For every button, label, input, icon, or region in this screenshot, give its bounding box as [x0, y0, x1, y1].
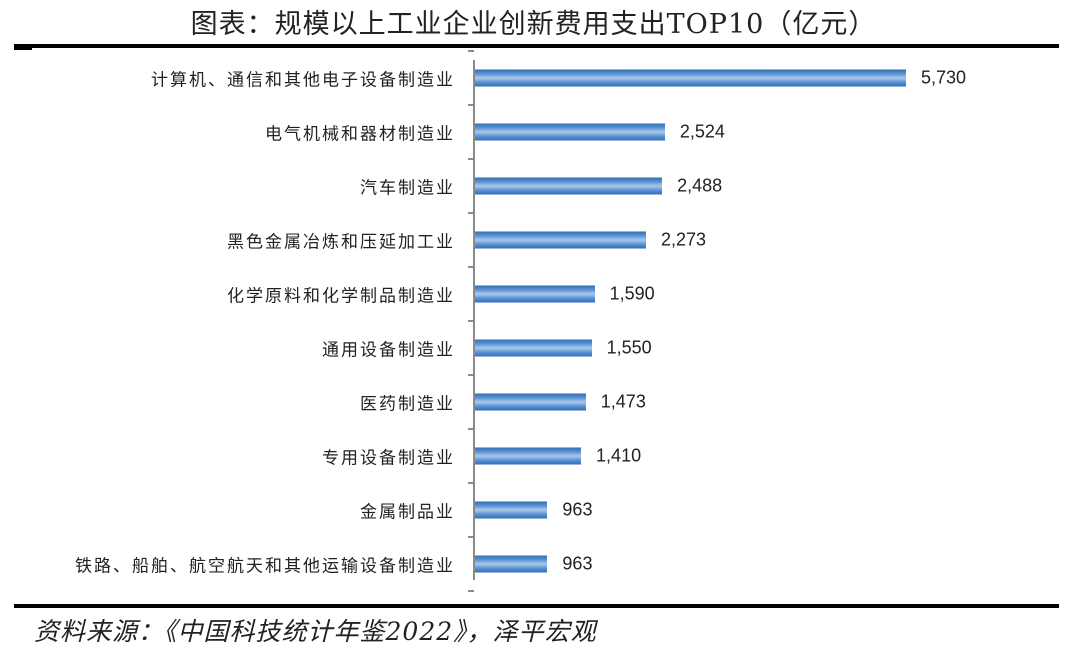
value-label: 1,550: [606, 337, 652, 358]
value-label: 2,524: [679, 121, 725, 142]
bar: [475, 177, 663, 195]
axis-tick: [468, 266, 474, 268]
category-label: 通用设备制造业: [322, 340, 455, 361]
bar: [475, 123, 665, 141]
category-label: 黑色金属冶炼和压延加工业: [227, 232, 455, 253]
bar: [475, 339, 592, 357]
value-label: 1,590: [609, 283, 655, 304]
axis-tick: [468, 158, 474, 160]
axis-tick: [468, 590, 474, 592]
top-rule: [14, 44, 1059, 48]
category-label: 汽车制造业: [360, 178, 455, 199]
bar: [475, 501, 548, 519]
bottom-rule: [14, 604, 1059, 608]
bar: [475, 231, 646, 249]
category-label: 计算机、通信和其他电子设备制造业: [151, 70, 455, 91]
value-label: 963: [562, 499, 593, 520]
axis-tick: [468, 320, 474, 322]
bar: [475, 447, 582, 465]
top-rule-accent: [14, 48, 32, 50]
bar: [475, 69, 906, 87]
category-label: 电气机械和器材制造业: [265, 124, 455, 145]
category-label: 医药制造业: [360, 394, 455, 415]
category-label: 专用设备制造业: [322, 448, 455, 469]
bar: [475, 555, 548, 573]
axis-tick: [468, 50, 474, 52]
value-label: 5,730: [921, 67, 967, 88]
value-label: 2,488: [677, 175, 723, 196]
bar: [475, 285, 595, 303]
bar: [475, 393, 586, 411]
axis-tick: [468, 536, 474, 538]
chart-title: 图表：规模以上工业企业创新费用支出TOP10（亿元）: [190, 9, 877, 40]
category-label: 化学原料和化学制品制造业: [227, 286, 455, 307]
category-axis: [473, 60, 475, 580]
category-label: 铁路、船舶、航空航天和其他运输设备制造业: [75, 556, 455, 577]
axis-tick: [468, 428, 474, 430]
value-label: 963: [562, 553, 593, 574]
source-note: 资料来源：《中国科技统计年鉴2022》，泽平宏观: [34, 617, 597, 646]
category-label: 金属制品业: [360, 502, 455, 523]
axis-tick: [468, 374, 474, 376]
axis-tick: [468, 104, 474, 106]
value-label: 2,273: [660, 229, 707, 250]
value-label: 1,410: [596, 445, 642, 466]
value-label: 1,473: [600, 391, 646, 412]
axis-tick: [468, 482, 474, 484]
axis-tick: [468, 212, 474, 214]
